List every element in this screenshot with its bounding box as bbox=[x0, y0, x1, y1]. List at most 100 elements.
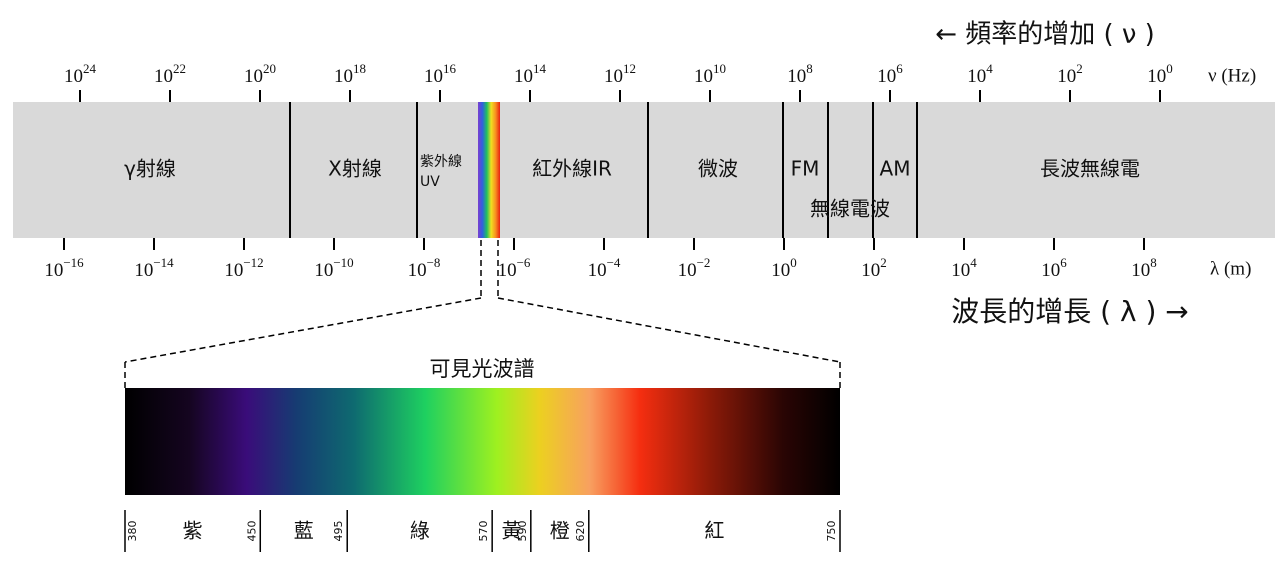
tick-exponent: 8 bbox=[806, 61, 813, 76]
tick-label: 108 bbox=[1131, 255, 1157, 281]
tick-base: 10 bbox=[771, 260, 790, 281]
tick-base: 10 bbox=[1147, 66, 1166, 87]
zoom-lines bbox=[124, 240, 841, 388]
tick-exponent: 4 bbox=[986, 61, 993, 76]
tick-label: 106 bbox=[1041, 255, 1067, 281]
tick-base: 10 bbox=[694, 66, 713, 87]
tick-label: 104 bbox=[967, 61, 993, 87]
tick-label: 102 bbox=[1057, 61, 1083, 87]
color-name: 黃 bbox=[501, 519, 521, 543]
tick-label: 10−6 bbox=[498, 255, 531, 281]
tick-label: 1014 bbox=[514, 61, 547, 87]
color-name: 橙 bbox=[550, 519, 570, 543]
tick-base: 10 bbox=[1057, 66, 1076, 87]
wavelength-label: 620 bbox=[574, 521, 587, 542]
tick-exponent: −16 bbox=[63, 255, 84, 270]
band-dividers bbox=[289, 102, 918, 238]
tick-base: 10 bbox=[861, 260, 880, 281]
tick-exponent: 2 bbox=[880, 255, 887, 270]
tick-label: 106 bbox=[877, 61, 903, 87]
tick-exponent: 24 bbox=[83, 61, 97, 76]
tick-base: 10 bbox=[498, 260, 517, 281]
visible-spectrum bbox=[125, 388, 840, 495]
tick-base: 10 bbox=[588, 260, 607, 281]
tick-exponent: −8 bbox=[427, 255, 441, 270]
tick-base: 10 bbox=[787, 66, 806, 87]
frequency-unit: ν (Hz) bbox=[1208, 65, 1256, 86]
tick-base: 10 bbox=[224, 260, 243, 281]
tick-label: 102 bbox=[861, 255, 887, 281]
tick-exponent: 22 bbox=[173, 61, 186, 76]
tick-label: 10−4 bbox=[588, 255, 621, 281]
tick-base: 10 bbox=[967, 66, 986, 87]
tick-label: 1024 bbox=[64, 61, 97, 87]
color-name: 藍 bbox=[294, 519, 314, 543]
band-label: 長波無線電 bbox=[1040, 157, 1140, 181]
tick-exponent: 6 bbox=[1060, 255, 1067, 270]
frequency-title: ← 頻率的增加 ( ν ) bbox=[935, 20, 1155, 50]
wavelength-label: 450 bbox=[245, 521, 258, 542]
tick-base: 10 bbox=[1131, 260, 1150, 281]
tick-exponent: 4 bbox=[970, 255, 977, 270]
visible-title: 可見光波譜 bbox=[430, 357, 535, 381]
tick-base: 10 bbox=[424, 66, 443, 87]
band-label: FM bbox=[791, 157, 820, 181]
tick-exponent: 16 bbox=[443, 61, 457, 76]
tick-base: 10 bbox=[1041, 260, 1060, 281]
tick-label: 1010 bbox=[694, 61, 726, 87]
wavelength-label: 495 bbox=[332, 521, 345, 542]
tick-base: 10 bbox=[604, 66, 623, 87]
tick-label: 100 bbox=[1147, 61, 1173, 87]
wavelength-label: 590 bbox=[516, 521, 529, 542]
tick-exponent: −12 bbox=[243, 255, 263, 270]
tick-base: 10 bbox=[154, 66, 173, 87]
band-label: 無線電波 bbox=[810, 197, 890, 221]
tick-exponent: 8 bbox=[1150, 255, 1157, 270]
tick-label: 1012 bbox=[604, 61, 636, 87]
band-label: X射線 bbox=[328, 157, 382, 181]
tick-base: 10 bbox=[44, 260, 63, 281]
wavelength-unit: λ (m) bbox=[1210, 258, 1251, 279]
tick-base: 10 bbox=[244, 66, 263, 87]
tick-exponent: −10 bbox=[333, 255, 353, 270]
tick-base: 10 bbox=[951, 260, 970, 281]
tick-base: 10 bbox=[877, 66, 896, 87]
tick-label: 104 bbox=[951, 255, 977, 281]
wavelength-label: 380 bbox=[126, 521, 139, 542]
tick-label: 1022 bbox=[154, 61, 186, 87]
tick-base: 10 bbox=[334, 66, 353, 87]
tick-base: 10 bbox=[314, 260, 333, 281]
tick-base: 10 bbox=[514, 66, 533, 87]
wavelength-label: 570 bbox=[477, 521, 490, 542]
tick-base: 10 bbox=[64, 66, 83, 87]
tick-exponent: 12 bbox=[623, 61, 636, 76]
tick-base: 10 bbox=[134, 260, 153, 281]
tick-exponent: 0 bbox=[1166, 61, 1173, 76]
tick-exponent: 0 bbox=[790, 255, 797, 270]
visible-strip bbox=[478, 102, 500, 238]
tick-exponent: 14 bbox=[533, 61, 547, 76]
band-label: UV bbox=[420, 174, 440, 190]
color-name: 紅 bbox=[704, 519, 724, 543]
tick-exponent: 18 bbox=[353, 61, 366, 76]
tick-exponent: −6 bbox=[517, 255, 531, 270]
tick-label: 1020 bbox=[244, 61, 276, 87]
tick-label: 10−14 bbox=[134, 255, 174, 281]
tick-exponent: 6 bbox=[896, 61, 903, 76]
tick-exponent: −2 bbox=[697, 255, 711, 270]
tick-label: 10−10 bbox=[314, 255, 353, 281]
tick-exponent: −14 bbox=[153, 255, 174, 270]
band-label: 紅外線IR bbox=[532, 157, 612, 181]
tick-label: 10−8 bbox=[408, 255, 441, 281]
tick-label: 108 bbox=[787, 61, 813, 87]
tick-label: 10−2 bbox=[678, 255, 711, 281]
wavelength-title: 波長的增長 ( λ ) → bbox=[951, 295, 1188, 328]
color-name: 紫 bbox=[183, 519, 203, 543]
tick-label: 1018 bbox=[334, 61, 366, 87]
tick-exponent: 20 bbox=[263, 61, 276, 76]
tick-label: 100 bbox=[771, 255, 797, 281]
tick-base: 10 bbox=[678, 260, 697, 281]
band-label: γ射線 bbox=[124, 157, 176, 181]
wavelength-label: 750 bbox=[825, 521, 838, 542]
